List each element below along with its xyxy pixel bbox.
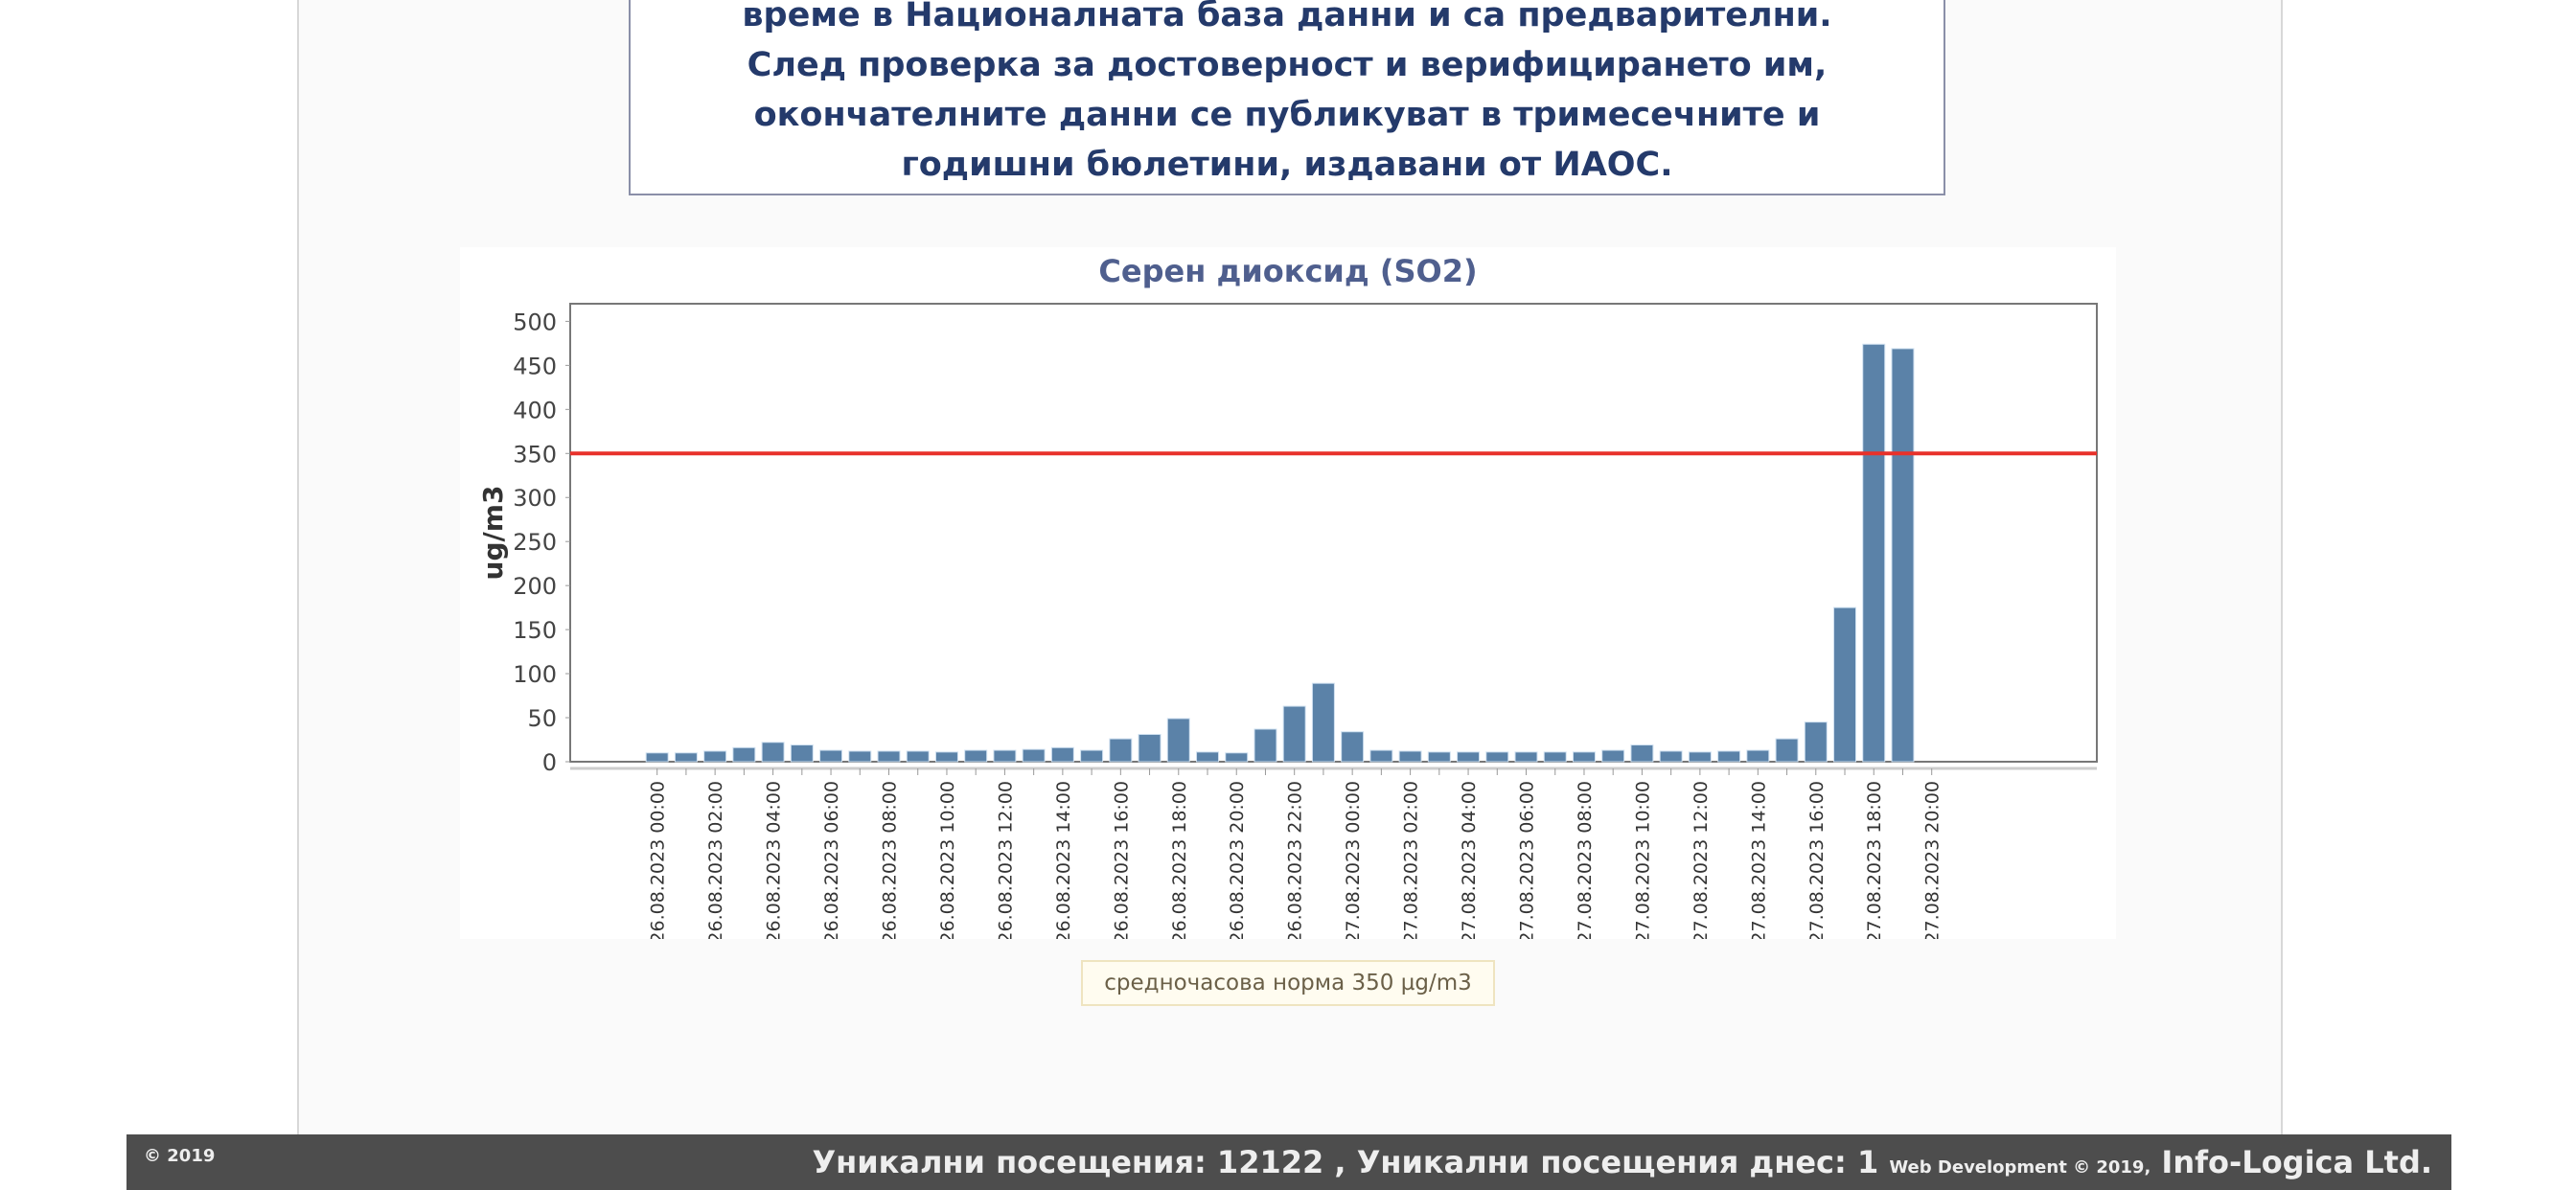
x-tick-label: 27.08.2023 04:00	[1459, 781, 1480, 939]
footer-copyright: © 2019	[144, 1146, 216, 1166]
bar	[1862, 343, 1886, 763]
footer: © 2019 Уникални посещения: 12122 , Уника…	[126, 1134, 2451, 1190]
bar	[1050, 746, 1074, 763]
y-tick-label: 450	[513, 353, 557, 379]
bar	[993, 749, 1017, 763]
x-tick-label: 26.08.2023 12:00	[995, 781, 1016, 939]
bar	[1022, 748, 1046, 763]
bar	[674, 752, 698, 763]
bar	[1282, 705, 1306, 763]
bar	[1166, 718, 1190, 763]
notice-box: време в Националната база данни и са пре…	[629, 0, 1945, 195]
bar	[1485, 751, 1509, 763]
bar	[1514, 751, 1538, 763]
x-tick-label: 27.08.2023 14:00	[1748, 781, 1769, 939]
bar	[1601, 749, 1625, 763]
x-tick-label: 26.08.2023 18:00	[1169, 781, 1190, 939]
y-tick-label: 500	[513, 309, 557, 335]
bar	[732, 746, 756, 763]
x-tick-label: 27.08.2023 02:00	[1401, 781, 1422, 939]
bar	[645, 752, 669, 763]
y-tick-label: 350	[513, 441, 557, 468]
bar	[1369, 749, 1393, 763]
y-tick-label: 50	[527, 705, 557, 732]
x-tick-label: 27.08.2023 08:00	[1575, 781, 1596, 939]
bar	[1080, 749, 1104, 763]
bar	[1398, 750, 1422, 763]
web-dev-credit: Web Development © 2019,	[1889, 1157, 2151, 1178]
bar	[1630, 744, 1654, 763]
y-tick-label: 100	[513, 661, 557, 688]
x-tick-label: 26.08.2023 00:00	[648, 781, 669, 939]
x-tick-label: 26.08.2023 16:00	[1111, 781, 1132, 939]
bar	[848, 750, 872, 763]
x-tick-label: 27.08.2023 10:00	[1632, 781, 1653, 939]
y-tick-label: 400	[513, 397, 557, 423]
y-tick-label: 250	[513, 529, 557, 556]
visit-counter: Уникални посещения: 12122 , Уникални пос…	[812, 1144, 1879, 1180]
x-tick-label: 27.08.2023 12:00	[1690, 781, 1712, 939]
x-tick-label: 27.08.2023 16:00	[1806, 781, 1828, 939]
footer-visits: Уникални посещения: 12122 , Уникални пос…	[812, 1144, 2432, 1180]
x-tick-label: 27.08.2023 06:00	[1517, 781, 1538, 939]
bar	[1311, 682, 1335, 763]
y-axis-label: ug/m3	[477, 486, 509, 581]
bar	[1891, 348, 1915, 763]
bar	[761, 742, 785, 763]
x-tick-label: 26.08.2023 08:00	[880, 781, 901, 939]
bar	[906, 750, 930, 763]
x-tick-label: 26.08.2023 20:00	[1227, 781, 1248, 939]
x-tick-label: 26.08.2023 02:00	[705, 781, 726, 939]
y-tick-label: 200	[513, 573, 557, 600]
x-tick-label: 27.08.2023 20:00	[1922, 781, 1944, 939]
notice-line: След проверка за достоверност и верифици…	[747, 46, 1828, 84]
bar	[877, 750, 901, 763]
bar	[1746, 749, 1770, 763]
notice-line: време в Националната база данни и са пре…	[742, 0, 1832, 34]
bar	[1341, 731, 1365, 763]
bar	[790, 744, 814, 763]
x-tick-label: 27.08.2023 00:00	[1343, 781, 1364, 939]
bar	[1543, 751, 1567, 763]
chart-svg: Серен диоксид (SO2) ug/m3 0 50 100 150 200 25…	[477, 253, 2098, 944]
limit-legend: средночасова норма 350 µg/m3	[1081, 960, 1495, 1006]
x-tick-label: 26.08.2023 04:00	[764, 781, 785, 939]
y-tick-label: 150	[513, 617, 557, 644]
y-tick-label: 0	[542, 749, 557, 776]
x-tick-label: 26.08.2023 14:00	[1053, 781, 1074, 939]
bar	[1196, 751, 1219, 763]
bar	[1572, 751, 1596, 763]
bar	[1138, 734, 1162, 763]
bar	[1659, 750, 1683, 763]
bar	[1427, 751, 1451, 763]
x-tick-label: 26.08.2023 10:00	[937, 781, 958, 939]
x-tick-label: 26.08.2023 22:00	[1285, 781, 1306, 939]
x-tick-label: 26.08.2023 06:00	[821, 781, 842, 939]
bar	[703, 750, 727, 763]
chart-title: Серен диоксид (SO2)	[1098, 253, 1477, 289]
bar	[1254, 728, 1277, 763]
bar	[964, 749, 988, 763]
so2-chart: Серен диоксид (SO2) ug/m3 0 50 100 150 200 25…	[460, 247, 2116, 944]
bar	[1225, 752, 1249, 763]
company-link[interactable]: Info-Logica Ltd.	[2161, 1144, 2432, 1180]
bar	[1109, 738, 1133, 763]
x-tick-label: 27.08.2023 18:00	[1864, 781, 1885, 939]
notice-line: годишни бюлетини, издавани от ИАОС.	[901, 146, 1673, 184]
bar	[1804, 721, 1828, 763]
y-tick-label: 300	[513, 485, 557, 512]
bar	[1775, 738, 1799, 763]
bar	[819, 749, 843, 763]
notice-line: окончателните данни се публикуват в трим…	[753, 96, 1821, 134]
bar	[1457, 751, 1481, 763]
bar	[1717, 750, 1741, 763]
bar	[934, 751, 958, 763]
bar	[1833, 606, 1857, 763]
bar	[1688, 751, 1712, 763]
